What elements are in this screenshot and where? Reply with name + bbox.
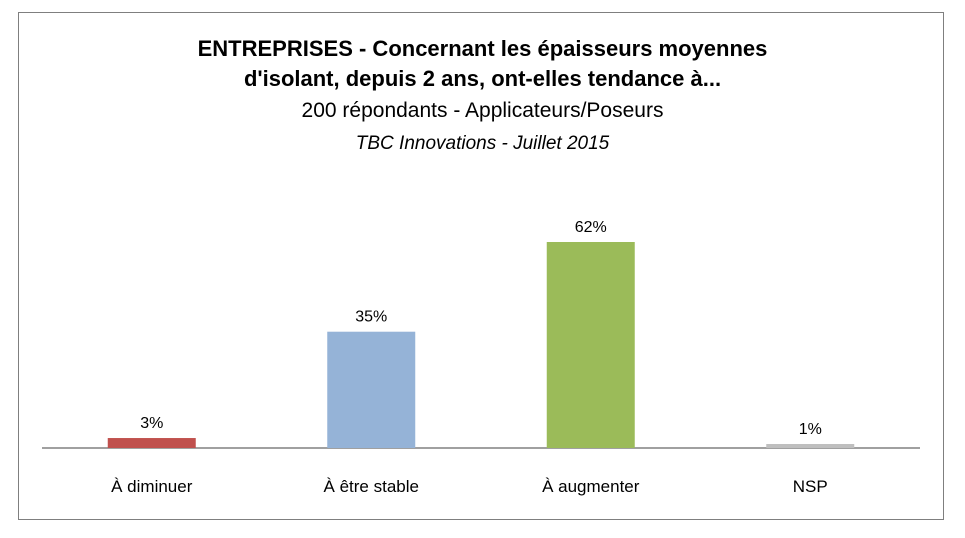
chart-title: ENTREPRISES - Concernant les épaisseurs … [197, 36, 768, 61]
data-label-2: 35% [355, 309, 387, 326]
chart-subtitle: 200 répondants - Applicateurs/Poseurs [301, 99, 664, 122]
data-label-4: 1% [799, 421, 822, 438]
chart-frame [18, 12, 944, 520]
category-label-2: À être stable [324, 477, 419, 496]
bar-1 [107, 438, 196, 448]
category-label-4: NSP [793, 477, 828, 496]
bar-4 [766, 444, 855, 448]
data-label-1: 3% [140, 415, 163, 432]
category-label-1: À diminuer [111, 477, 193, 496]
bar-2 [327, 331, 416, 448]
chart-title-line2: d'isolant, depuis 2 ans, ont-elles tenda… [243, 66, 722, 91]
bar-3 [546, 242, 635, 448]
category-label-3: À augmenter [542, 477, 640, 496]
chart-source: TBC Innovations - Juillet 2015 [355, 133, 610, 154]
data-label-3: 62% [575, 219, 607, 236]
